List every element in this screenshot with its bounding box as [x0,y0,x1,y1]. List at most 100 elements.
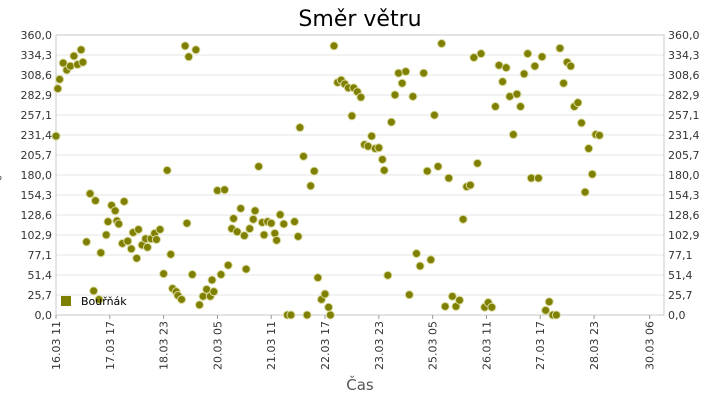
y-tick-label-right: 360,0 [668,29,700,42]
y-tick-label-right: 0,0 [668,309,686,322]
data-point [458,214,468,224]
data-point [490,102,500,112]
y-tick-label-right: 25,7 [668,289,693,302]
data-point [279,219,289,229]
y-tick-label-right: 154,3 [668,189,700,202]
data-point [55,74,65,84]
data-point [94,294,104,304]
x-tick-label: 30.03 06 [644,321,657,370]
data-point [329,41,339,51]
data-point [523,49,533,59]
y-tick-label-left: 257,1 [21,109,53,122]
data-point [209,287,219,297]
x-tick-label: 20.03 05 [211,321,224,370]
x-tick-label: 25.03 05 [427,321,440,370]
data-point [266,218,276,228]
chart-title: Směr větru [298,7,421,32]
data-point [374,143,384,153]
y-tick-label-right: 77,1 [668,249,693,262]
data-point [119,196,129,206]
data-point [516,102,526,112]
data-point [126,244,136,254]
data-point [309,166,319,176]
y-tick-label-left: 51,4 [28,269,53,282]
y-tick-label-right: 334,3 [668,49,700,62]
y-tick-label-right: 128,6 [668,209,700,222]
data-point [455,295,465,305]
x-tick-label: 27.03 17 [534,321,547,370]
y-tick-label-right: 257,1 [668,109,700,122]
data-point [239,231,249,241]
data-point [498,77,508,87]
data-point [65,61,75,71]
data-point [290,217,300,227]
data-point [155,224,165,234]
x-tick-label: 26.03 11 [480,321,493,370]
y-tick-label-left: 102,9 [21,229,53,242]
data-point [397,78,407,88]
y-tick-label-left: 154,3 [21,189,53,202]
data-point [541,305,551,315]
data-point [472,158,482,168]
data-point [594,130,604,140]
data-point [530,61,540,71]
data-point [469,53,479,63]
x-tick-label: 17.03 17 [104,321,117,370]
data-point [166,249,176,259]
data-point [286,310,296,320]
x-axis-title: Čas [346,375,374,394]
legend-swatch [61,296,71,306]
data-point [313,273,323,283]
data-point [245,224,255,234]
data-point [110,206,120,216]
data-point [103,217,113,227]
data-point [241,264,251,274]
y-tick-label-right: 51,4 [668,269,693,282]
data-point [272,235,282,245]
data-point [386,117,396,127]
data-point [551,310,561,320]
y-axis-ticks: 0,0 0,0 25,7 25,7 51,4 51,4 77,1 77,1 102,9 102,9… [21,29,700,322]
legend-label: Bouřňák [81,295,127,308]
data-point [250,206,260,216]
data-point [533,173,543,183]
data-point [429,110,439,120]
y-tick-label-left: 308,6 [21,69,53,82]
x-tick-label: 23.03 23 [373,321,386,370]
data-point [576,118,586,128]
data-point [187,270,197,280]
y-tick-label-left: 282,9 [21,89,53,102]
data-point [69,51,79,61]
data-point [580,187,590,197]
y-tick-label-right: 205,7 [668,149,700,162]
x-tick-label: 21.03 11 [265,321,278,370]
data-point [132,253,142,263]
data-point [401,67,411,77]
data-point [440,301,450,311]
data-point [302,310,312,320]
data-point [519,69,529,79]
data-point [379,165,389,175]
data-point [487,302,497,312]
data-point [89,286,99,296]
plot-area [55,34,665,316]
data-point [51,131,61,141]
data-point [293,231,303,241]
data-point [320,289,330,299]
series-points [51,39,604,320]
data-point [236,203,246,213]
data-point [444,173,454,183]
data-point [411,249,421,259]
data-point [390,90,400,100]
data-point [177,294,187,304]
data-point [422,166,432,176]
y-tick-label-left: 25,7 [28,289,53,302]
y-tick-label-left: 231,4 [21,129,53,142]
data-point [465,180,475,190]
data-point [259,230,269,240]
y-tick-label-left: 180,0 [21,169,53,182]
data-point [220,185,230,195]
data-point [275,210,285,220]
